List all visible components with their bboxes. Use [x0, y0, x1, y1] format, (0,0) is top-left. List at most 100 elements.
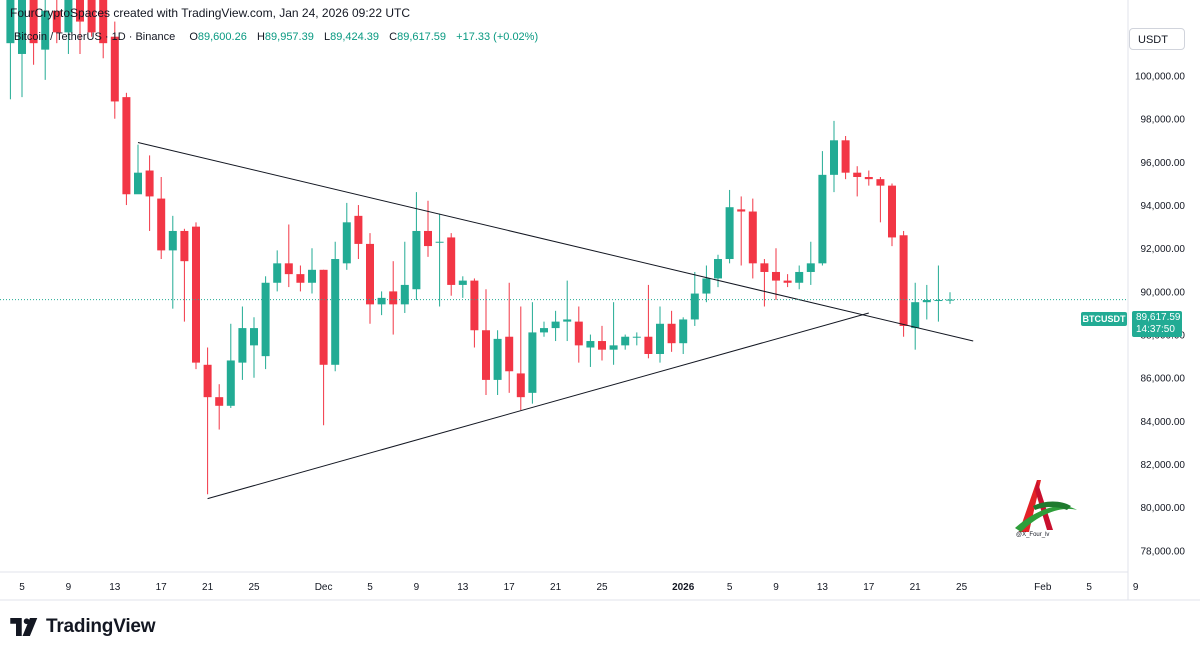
- candle[interactable]: [841, 135, 850, 180]
- candle-body: [400, 284, 409, 305]
- candle[interactable]: [342, 202, 351, 270]
- candle[interactable]: [180, 228, 189, 322]
- candle[interactable]: [934, 265, 943, 322]
- candle[interactable]: [667, 310, 676, 352]
- candle[interactable]: [690, 271, 699, 326]
- candle[interactable]: [52, 0, 61, 44]
- candle[interactable]: [609, 302, 618, 365]
- candle[interactable]: [516, 306, 525, 411]
- candle[interactable]: [702, 265, 711, 303]
- candle[interactable]: [157, 176, 166, 260]
- candle[interactable]: [586, 334, 595, 367]
- candle[interactable]: [551, 310, 560, 342]
- candle[interactable]: [203, 347, 212, 495]
- candle-body: [772, 271, 780, 281]
- candle[interactable]: [772, 248, 780, 301]
- time-tick-label: 9: [773, 582, 779, 593]
- candle[interactable]: [64, 0, 73, 54]
- candle[interactable]: [192, 222, 200, 370]
- candle[interactable]: [899, 230, 908, 337]
- candle[interactable]: [145, 155, 154, 231]
- candle[interactable]: [99, 0, 108, 59]
- candle[interactable]: [122, 92, 131, 206]
- candle[interactable]: [922, 284, 931, 320]
- candle[interactable]: [41, 0, 50, 80]
- candle-body: [145, 170, 154, 197]
- candle[interactable]: [864, 170, 873, 186]
- candle[interactable]: [528, 302, 537, 404]
- candle[interactable]: [366, 233, 374, 324]
- candle[interactable]: [168, 215, 177, 309]
- candle[interactable]: [458, 276, 467, 298]
- candle[interactable]: [87, 0, 96, 37]
- descending-trendline[interactable]: [137, 141, 974, 342]
- candle[interactable]: [400, 241, 409, 313]
- candle[interactable]: [215, 384, 224, 430]
- trendlines-layer[interactable]: [137, 141, 974, 500]
- candle[interactable]: [540, 321, 548, 337]
- candle[interactable]: [853, 166, 862, 197]
- candle[interactable]: [806, 241, 815, 285]
- ohlc-legend[interactable]: Bitcoin / TetherUS · 1D · Binance O89,60…: [14, 31, 538, 43]
- candle[interactable]: [424, 200, 432, 257]
- candle[interactable]: [505, 282, 514, 393]
- candle[interactable]: [447, 233, 456, 296]
- candle[interactable]: [598, 325, 606, 361]
- candle[interactable]: [760, 259, 769, 307]
- candle[interactable]: [110, 21, 119, 119]
- candle[interactable]: [783, 274, 792, 288]
- candle[interactable]: [725, 189, 734, 264]
- candle[interactable]: [795, 265, 804, 290]
- candle[interactable]: [679, 317, 688, 354]
- candle[interactable]: [435, 213, 444, 307]
- candle[interactable]: [6, 0, 15, 100]
- candle[interactable]: [319, 269, 328, 426]
- candle-body: [87, 0, 96, 33]
- candle[interactable]: [273, 250, 282, 292]
- candle[interactable]: [574, 306, 583, 363]
- candle[interactable]: [134, 144, 142, 195]
- candle[interactable]: [389, 261, 398, 335]
- candle[interactable]: [29, 0, 38, 65]
- candle[interactable]: [76, 0, 84, 54]
- candle-body: [667, 323, 676, 344]
- candle[interactable]: [656, 306, 664, 363]
- candle[interactable]: [261, 276, 270, 370]
- candle[interactable]: [632, 332, 641, 346]
- candle[interactable]: [308, 248, 316, 294]
- candle[interactable]: [563, 280, 572, 342]
- currency-selector[interactable]: USDT: [1129, 28, 1185, 50]
- candles-layer: [6, 0, 954, 495]
- candle[interactable]: [818, 151, 827, 266]
- candle[interactable]: [888, 183, 896, 247]
- candle[interactable]: [644, 284, 653, 359]
- candle[interactable]: [238, 306, 247, 380]
- candle[interactable]: [621, 334, 630, 350]
- time-axis[interactable]: 5 9 13 17 21 25 Dec 5 9 13 17 21 25 2026 5 9 13 17 21 25 Feb…: [19, 582, 1139, 593]
- candle[interactable]: [493, 330, 502, 396]
- candle[interactable]: [284, 224, 293, 288]
- candle[interactable]: [876, 176, 885, 223]
- candle[interactable]: [354, 205, 363, 260]
- ascending-trendline[interactable]: [207, 312, 869, 500]
- candle[interactable]: [250, 317, 258, 378]
- candle[interactable]: [377, 291, 386, 316]
- candle[interactable]: [714, 254, 722, 288]
- candle[interactable]: [331, 241, 340, 372]
- candle[interactable]: [830, 120, 838, 193]
- tradingview-brand[interactable]: TradingView: [10, 616, 156, 638]
- candle[interactable]: [737, 196, 746, 266]
- symbol-title[interactable]: Bitcoin / TetherUS · 1D · Binance: [14, 31, 176, 43]
- price-axis[interactable]: 78,000.00 80,000.00 82,000.00 84,000.00 86,0…: [1135, 28, 1185, 557]
- candle[interactable]: [226, 323, 235, 408]
- candle[interactable]: [748, 198, 757, 279]
- candle[interactable]: [482, 289, 490, 396]
- candle[interactable]: [412, 192, 421, 301]
- candle[interactable]: [18, 0, 26, 98]
- time-tick-label: 17: [156, 582, 168, 593]
- candle[interactable]: [946, 292, 954, 304]
- candle[interactable]: [911, 282, 920, 350]
- candle[interactable]: [470, 278, 479, 348]
- candle[interactable]: [296, 265, 305, 292]
